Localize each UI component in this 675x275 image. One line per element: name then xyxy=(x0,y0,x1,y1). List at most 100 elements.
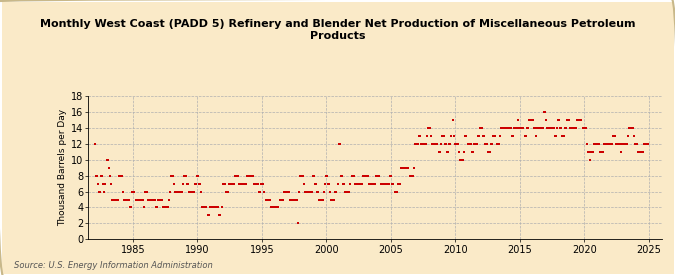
Point xyxy=(455,158,466,162)
Point xyxy=(197,205,208,210)
Point xyxy=(214,213,225,218)
Point xyxy=(565,126,576,130)
Point xyxy=(437,134,448,138)
Point xyxy=(117,189,128,194)
Point xyxy=(286,197,297,202)
Point xyxy=(261,197,272,202)
Point xyxy=(318,189,329,194)
Point xyxy=(516,126,526,130)
Point xyxy=(415,134,426,138)
Point xyxy=(252,182,263,186)
Point xyxy=(334,142,345,146)
Point xyxy=(500,126,510,130)
Point xyxy=(479,142,490,146)
Point xyxy=(256,182,267,186)
Point xyxy=(408,166,419,170)
Point xyxy=(574,118,585,122)
Point xyxy=(535,126,546,130)
Point xyxy=(178,182,188,186)
Point xyxy=(595,150,606,154)
Point xyxy=(450,142,460,146)
Point xyxy=(635,150,646,154)
Point xyxy=(231,174,242,178)
Point xyxy=(481,142,492,146)
Point xyxy=(350,182,360,186)
Point xyxy=(642,142,653,146)
Point xyxy=(128,189,139,194)
Point xyxy=(294,189,304,194)
Point xyxy=(521,126,532,130)
Point xyxy=(278,189,289,194)
Point xyxy=(274,197,285,202)
Point xyxy=(267,205,277,210)
Point xyxy=(608,134,618,138)
Point xyxy=(110,197,121,202)
Point xyxy=(464,142,475,146)
Point xyxy=(122,197,132,202)
Point xyxy=(484,150,495,154)
Point xyxy=(94,189,105,194)
Point xyxy=(92,174,103,178)
Point xyxy=(372,174,383,178)
Point xyxy=(592,142,603,146)
Point xyxy=(323,182,333,186)
Point xyxy=(399,166,410,170)
Point xyxy=(414,134,425,138)
Point xyxy=(152,205,163,210)
Point xyxy=(452,142,462,146)
Point xyxy=(358,174,369,178)
Point xyxy=(594,150,605,154)
Point xyxy=(604,142,615,146)
Point xyxy=(406,174,417,178)
Point xyxy=(96,174,107,178)
Point xyxy=(157,197,168,202)
Point xyxy=(369,182,379,186)
Point xyxy=(548,126,559,130)
Point xyxy=(176,189,187,194)
Point xyxy=(375,182,386,186)
Point xyxy=(533,126,544,130)
Point xyxy=(361,174,372,178)
Point xyxy=(151,205,161,210)
Point xyxy=(145,197,156,202)
Point xyxy=(336,174,347,178)
Point xyxy=(524,118,535,122)
Point xyxy=(242,174,252,178)
Point xyxy=(134,197,144,202)
Point xyxy=(225,182,236,186)
Point xyxy=(434,150,445,154)
Point xyxy=(245,174,256,178)
Point xyxy=(218,182,229,186)
Point xyxy=(630,142,641,146)
Text: Monthly West Coast (PADD 5) Refinery and Blender Net Production of Miscellaneous: Monthly West Coast (PADD 5) Refinery and… xyxy=(40,19,635,41)
Point xyxy=(499,126,510,130)
Point xyxy=(265,205,276,210)
Point xyxy=(616,150,626,154)
Point xyxy=(367,182,377,186)
Point xyxy=(504,126,515,130)
Point xyxy=(141,189,152,194)
Point xyxy=(246,174,257,178)
Point xyxy=(578,126,589,130)
Point xyxy=(639,142,649,146)
Point xyxy=(591,142,602,146)
Point xyxy=(560,126,571,130)
Point xyxy=(421,142,431,146)
Point xyxy=(373,174,384,178)
Point xyxy=(290,197,301,202)
Point xyxy=(514,126,524,130)
Point xyxy=(528,118,539,122)
Point xyxy=(517,126,528,130)
Point xyxy=(515,126,526,130)
Point xyxy=(620,142,631,146)
Point xyxy=(404,174,415,178)
Point xyxy=(139,205,150,210)
Point xyxy=(405,174,416,178)
Point xyxy=(492,142,503,146)
Point xyxy=(522,126,533,130)
Point xyxy=(433,150,444,154)
Point xyxy=(587,150,597,154)
Point xyxy=(180,174,190,178)
Point xyxy=(307,174,318,178)
Point xyxy=(446,134,457,138)
